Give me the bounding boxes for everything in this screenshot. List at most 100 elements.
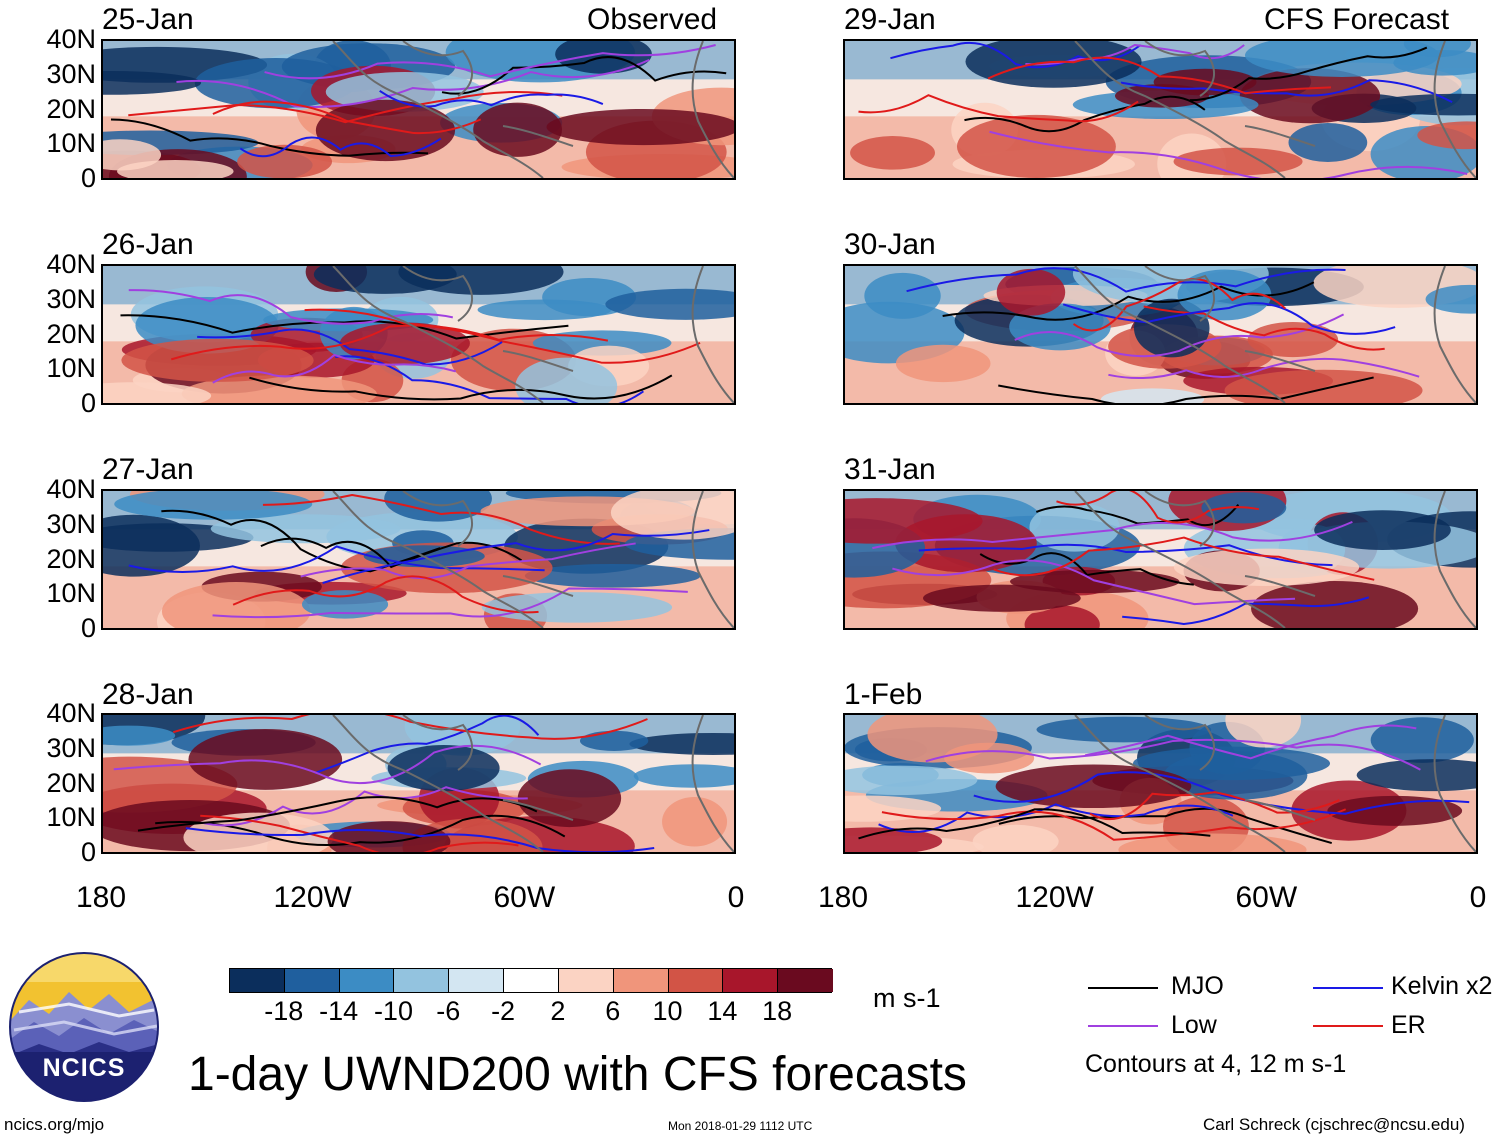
wind-field-map — [103, 491, 734, 628]
logo-text: NCICS — [42, 1054, 126, 1082]
longitude-label: 60W — [1235, 881, 1298, 914]
wind-field-map — [845, 41, 1476, 178]
wind-anomaly-blob — [1118, 833, 1307, 852]
latitude-label: 40N — [46, 698, 96, 728]
coastline — [332, 491, 544, 628]
coastline — [1144, 266, 1316, 372]
wind-anomaly-blob — [1245, 41, 1439, 77]
colorbar-tick-label: 10 — [652, 996, 683, 1026]
wind-anomaly-blob — [845, 795, 942, 822]
contour-line — [197, 328, 503, 366]
wind-anomaly-blob — [995, 764, 1192, 808]
coastline — [691, 491, 734, 628]
wind-anomaly-blob — [1288, 123, 1368, 163]
latitude-label: 20N — [46, 318, 96, 349]
map-panel-29-jan — [843, 39, 1478, 180]
wind-field-map — [103, 41, 734, 178]
main-title: 1-day UWND200 with CFS forecasts — [188, 1048, 967, 1101]
coastline — [1144, 491, 1316, 597]
latitude-label: 40N — [46, 474, 96, 504]
footer-url[interactable]: ncics.org/mjo — [4, 1115, 105, 1134]
colorbar-tick-label: -18 — [264, 996, 304, 1026]
coastline — [1144, 715, 1316, 821]
colorbar-tick-label: 18 — [762, 996, 793, 1026]
latitude-label: 30N — [46, 58, 96, 89]
contour-line — [264, 44, 716, 80]
longitude-label: 0 — [727, 881, 745, 914]
map-panel-28-jan — [101, 713, 736, 854]
latitude-label: 40N — [46, 24, 96, 54]
wind-anomaly-blob — [579, 730, 649, 751]
panel-title-observed-3: 27-Jan — [102, 453, 194, 486]
wind-anomaly-blob — [956, 114, 1116, 178]
contour-line — [212, 100, 482, 135]
map-panel-27-jan — [101, 489, 736, 630]
latitude-label: 0 — [80, 163, 96, 193]
contour-line — [878, 803, 1234, 833]
wind-anomaly-blob — [103, 514, 200, 577]
colorbar-swatch — [449, 969, 505, 992]
wind-anomaly-blob — [103, 70, 202, 95]
wind-anomaly-blob — [114, 491, 313, 520]
wind-anomaly-blob — [477, 299, 612, 321]
wind-field-map — [845, 266, 1476, 403]
wind-anomaly-blob — [384, 491, 492, 522]
contour-line — [989, 130, 1468, 178]
contour-line — [110, 118, 429, 157]
latitude-label: 10N — [46, 353, 96, 384]
colorbar-swatch — [504, 969, 559, 992]
panel-title-observed-4: 28-Jan — [102, 678, 194, 711]
contour-line — [1084, 724, 1417, 760]
wind-anomaly-blob — [1225, 715, 1302, 748]
wind-anomaly-blob — [103, 382, 212, 403]
contour-line — [137, 796, 538, 832]
contour-line — [262, 493, 620, 545]
wind-anomaly-blob — [517, 769, 622, 828]
footer-timestamp: Mon 2018-01-29 1112 UTC — [668, 1119, 813, 1133]
wind-anomaly-blob — [633, 764, 734, 788]
wind-anomaly-blob — [1173, 548, 1360, 586]
coastline — [1074, 41, 1286, 178]
wind-anomaly-blob — [629, 732, 734, 755]
wind-anomaly-blob — [1370, 717, 1474, 763]
wind-anomaly-blob — [1425, 284, 1476, 314]
contour-line — [964, 95, 1206, 133]
coastline — [1074, 266, 1286, 403]
contour-line — [300, 542, 636, 580]
coastline — [402, 491, 574, 597]
wind-anomaly-blob — [181, 375, 377, 403]
map-panel-30-jan — [843, 264, 1478, 405]
contour-line — [201, 786, 528, 827]
contour-line — [1072, 277, 1286, 332]
coastline — [1433, 715, 1476, 852]
legend: MJO Kelvin x2 Low ER Contours at 4, 12 m… — [1085, 970, 1505, 1090]
wind-anomaly-blob — [923, 584, 1081, 612]
contour-line — [1120, 79, 1453, 103]
panel-title-forecast-3: 31-Jan — [844, 453, 936, 486]
wind-anomaly-blob — [1024, 605, 1100, 628]
legend-line-mjo — [1088, 987, 1158, 989]
wind-anomaly-blob — [532, 330, 672, 356]
contour-line — [441, 56, 727, 95]
colorbar-tick-label: -14 — [319, 996, 359, 1026]
coastline — [332, 41, 544, 178]
coastline — [332, 715, 544, 852]
contour-line — [185, 827, 655, 852]
coastline — [1433, 491, 1476, 628]
contour-line — [212, 353, 457, 384]
contour-line — [200, 814, 519, 852]
legend-line-kelvin — [1313, 987, 1383, 989]
colorbar-swatch — [558, 969, 614, 992]
colorbar-swatch — [230, 969, 285, 992]
wind-anomaly-blob — [845, 827, 943, 852]
contour-line — [858, 94, 1139, 123]
longitude-label: 120W — [1015, 881, 1094, 914]
coastline — [1144, 41, 1316, 147]
contour-line — [260, 537, 523, 569]
latitude-label: 30N — [46, 732, 96, 763]
wind-field-map — [845, 715, 1476, 852]
wind-anomaly-blob — [301, 590, 389, 619]
panel-title-forecast-4: 1-Feb — [844, 678, 923, 711]
contour-line — [993, 536, 1375, 581]
contour-line — [128, 289, 454, 325]
